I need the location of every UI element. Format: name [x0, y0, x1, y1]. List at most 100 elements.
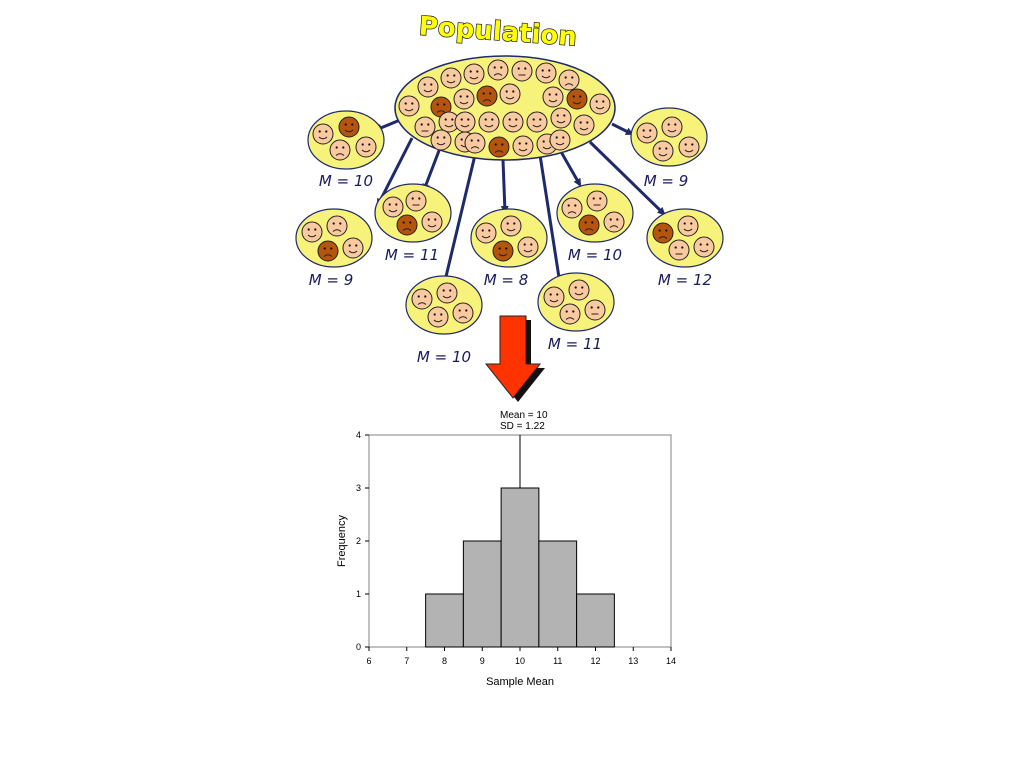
sample-mean-label: M = 10	[417, 348, 471, 366]
x-tick-label: 14	[666, 656, 676, 666]
histogram-bar	[425, 593, 464, 648]
dark-face-icon	[476, 85, 498, 107]
sample-group	[295, 208, 373, 268]
sample-group	[470, 208, 548, 268]
face-icon	[382, 196, 404, 218]
x-axis-title: Sample Mean	[486, 676, 554, 688]
y-tick-label: 2	[356, 536, 361, 546]
y-tick-label: 4	[356, 430, 361, 440]
face-icon	[511, 60, 533, 82]
face-icon	[561, 197, 583, 219]
face-icon	[427, 306, 449, 328]
histogram-bar	[538, 540, 578, 648]
face-icon	[535, 62, 557, 84]
face-icon	[589, 93, 611, 115]
x-tick-label: 6	[366, 656, 371, 666]
face-icon	[543, 286, 565, 308]
chart-sd-annotation: SD = 1.22	[500, 421, 545, 432]
face-icon	[463, 63, 485, 85]
y-axis-ticks: 0 1 2 3 4	[356, 430, 369, 652]
sample-mean-label: M = 8	[484, 271, 529, 289]
face-icon	[526, 111, 548, 133]
sample-group	[556, 183, 634, 243]
y-tick-label: 0	[356, 642, 361, 652]
face-icon	[452, 302, 474, 324]
face-icon	[417, 76, 439, 98]
face-icon	[301, 221, 323, 243]
y-axis-title: Frequency	[336, 515, 348, 567]
sample-mean-label: M = 12	[658, 271, 712, 289]
face-icon	[661, 116, 683, 138]
face-icon	[500, 215, 522, 237]
face-icon	[693, 236, 715, 258]
y-tick-label: 3	[356, 483, 361, 493]
face-icon	[512, 135, 534, 157]
histogram-bars	[425, 487, 615, 648]
population-faces	[398, 59, 611, 158]
sampling-arrows	[374, 118, 666, 287]
face-icon	[453, 88, 475, 110]
dark-face-icon	[578, 214, 600, 236]
histogram-bar	[462, 540, 502, 648]
sample-mean-label: M = 11	[548, 335, 602, 353]
face-icon	[668, 239, 690, 261]
face-icon	[475, 222, 497, 244]
sample-mean-label: M = 10	[568, 246, 622, 264]
sample-group	[537, 272, 615, 332]
face-icon	[414, 116, 436, 138]
face-icon	[549, 129, 571, 151]
face-icon	[586, 190, 608, 212]
x-tick-label: 7	[404, 656, 409, 666]
face-icon	[636, 122, 658, 144]
face-icon	[678, 136, 700, 158]
x-tick-label: 8	[442, 656, 447, 666]
x-tick-label: 9	[480, 656, 485, 666]
dark-face-icon	[652, 222, 674, 244]
sample-mean-label: M = 9	[644, 172, 689, 190]
face-icon	[652, 140, 674, 162]
histogram-bar	[576, 593, 615, 648]
dark-face-icon	[492, 240, 514, 262]
x-tick-label: 10	[515, 656, 525, 666]
face-icon	[568, 279, 590, 301]
face-icon	[405, 190, 427, 212]
down-arrow-icon	[484, 315, 545, 402]
dark-face-icon	[488, 136, 510, 158]
sample-mean-label: M = 10	[319, 172, 373, 190]
face-icon	[559, 303, 581, 325]
histogram-bar	[500, 487, 540, 648]
face-icon	[312, 123, 334, 145]
face-icon	[355, 136, 377, 158]
face-icon	[421, 211, 443, 233]
face-icon	[517, 236, 539, 258]
sample-group	[630, 107, 708, 167]
sample-groups	[295, 107, 724, 335]
face-icon	[411, 288, 433, 310]
sample-mean-label: M = 9	[309, 271, 354, 289]
face-icon	[677, 215, 699, 237]
y-tick-label: 1	[356, 589, 361, 599]
face-icon	[329, 139, 351, 161]
x-tick-label: 12	[590, 656, 600, 666]
face-icon	[499, 83, 521, 105]
face-icon	[550, 107, 572, 129]
dark-face-icon	[338, 116, 360, 138]
face-icon	[542, 86, 564, 108]
dark-face-icon	[396, 214, 418, 236]
face-icon	[398, 95, 420, 117]
x-tick-label: 13	[628, 656, 638, 666]
chart-mean-annotation: Mean = 10	[500, 410, 548, 421]
face-icon	[326, 215, 348, 237]
x-tick-label: 11	[553, 656, 562, 666]
face-icon	[454, 111, 476, 133]
face-icon	[342, 237, 364, 259]
sample-group	[307, 110, 385, 170]
face-icon	[430, 129, 452, 151]
face-icon	[440, 67, 462, 89]
sample-mean-histogram: Mean = 10 SD = 1.22 6 7 8 9 10 11 12 13 14 01234…	[336, 410, 676, 688]
dark-face-icon	[317, 240, 339, 262]
sample-mean-label: M = 11	[385, 246, 439, 264]
x-axis-ticks: 6 7 8 9 10 11 12 13 14	[366, 647, 676, 666]
face-icon	[584, 299, 606, 321]
